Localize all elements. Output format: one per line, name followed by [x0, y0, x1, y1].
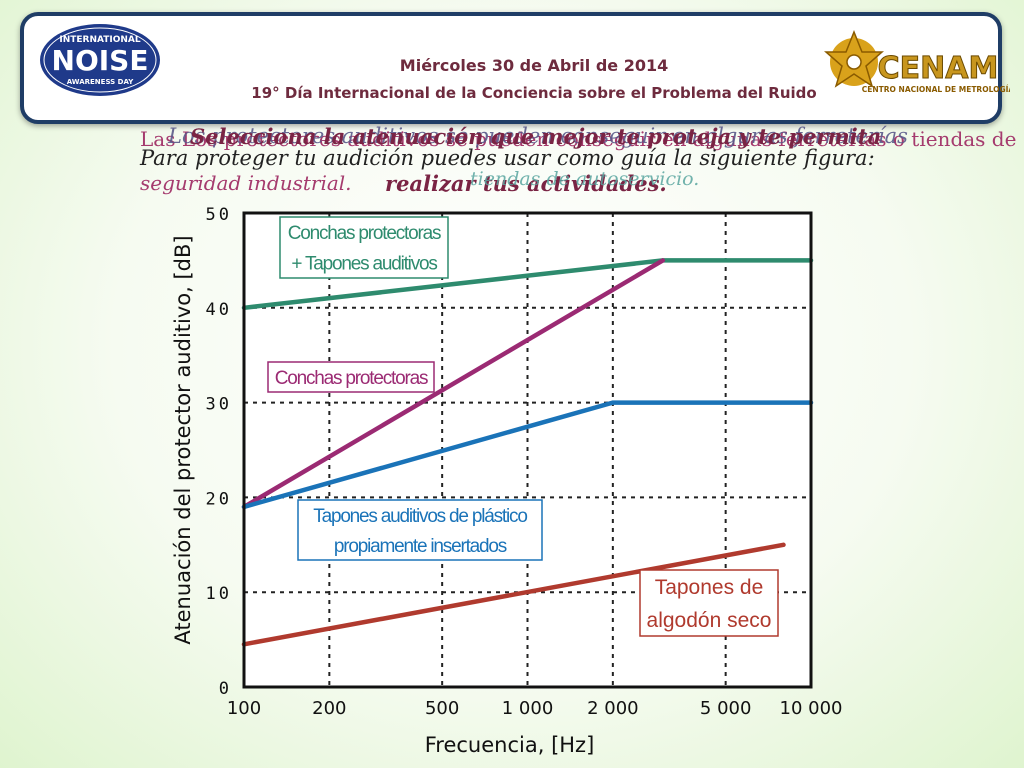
- overlap-text-line-4: Para proteger tu audición puedes usar co…: [140, 146, 875, 170]
- series-line-4: [241, 542, 786, 647]
- plot-frame: [242, 211, 813, 689]
- series-label-2: Conchas protectoras: [267, 361, 435, 393]
- series-label-text: algodón seco: [647, 609, 772, 632]
- cenam-logo: CENAM CENTRO NACIONAL DE METROLOGÍA: [824, 29, 1010, 94]
- overlap-text-line-3: Selecciona la atenuación que mejor te pr…: [190, 124, 882, 149]
- series-label-box: [267, 361, 435, 393]
- y-axis-label: Atenuación del protector auditivo, [dB]: [171, 235, 195, 644]
- x-tick-label: 5 000: [700, 698, 752, 719]
- y-tick-label: 50: [206, 205, 232, 225]
- cenam-subtitle: CENTRO NACIONAL DE METROLOGÍA: [862, 85, 1010, 94]
- header-date: Miércoles 30 de Abril de 2014: [399, 56, 669, 75]
- chart-series: [241, 258, 814, 647]
- y-tick-label: 20: [206, 489, 232, 509]
- logo-line-international: INTERNATIONAL: [59, 35, 141, 45]
- x-tick-label: 2 000: [587, 698, 639, 719]
- chart-tick-labels: 100 200 500 1 000 2 000 5 000 10 000 0 10 20 30 40 5…: [206, 205, 843, 719]
- series-label-text: propiamente insertados: [334, 536, 507, 557]
- chart-series-labels: Conchas protectoras+ Tapones auditivosCo…: [267, 216, 779, 637]
- y-tick-label: 0: [219, 679, 232, 699]
- overlap-text-line-7: tiendas de autoservicio.: [470, 168, 700, 190]
- noise-awareness-day-logo: INTERNATIONAL NOISE AWARENESS DAY: [40, 24, 160, 96]
- series-label-1: Conchas protectoras + Tapones auditivos: [279, 216, 449, 279]
- cenam-name: CENAM: [878, 51, 999, 86]
- series-label-text: + Tapones auditivos: [291, 254, 437, 275]
- series-label-box: [297, 499, 543, 561]
- overlap-text-line-2: Los protectores auditivos se pueden cons…: [168, 124, 908, 148]
- logo-line-awareness: AWARENESS DAY: [67, 78, 135, 86]
- y-tick-label: 30: [206, 395, 232, 415]
- series-label-4: Tapones de algodón seco: [639, 569, 779, 637]
- series-label-text: Tapones de: [655, 576, 764, 599]
- x-tick-label: 1 000: [502, 698, 554, 719]
- x-axis-label: Frecuencia, [Hz]: [425, 733, 595, 757]
- x-tick-label: 500: [425, 698, 459, 719]
- overlap-text-line-5: seguridad industrial.: [140, 171, 352, 195]
- logo-line-noise: NOISE: [52, 44, 149, 77]
- series-line-3: [241, 400, 814, 510]
- x-tick-label: 200: [312, 698, 346, 719]
- x-tick-label: 10 000: [780, 698, 843, 719]
- series-label-text: Conchas protectoras: [288, 223, 441, 244]
- overlap-text-line-1: Las Los protectores auditivos se pueden …: [140, 127, 1017, 151]
- series-label-3: Tapones auditivos de plástico propiamente…: [297, 499, 543, 561]
- y-tick-label: 10: [206, 584, 232, 604]
- series-label-box: [279, 216, 449, 279]
- y-tick-label: 40: [206, 300, 232, 320]
- header-event-title: 19° Día Internacional de la Conciencia s…: [251, 84, 817, 102]
- series-label-text: Conchas protectoras: [275, 368, 428, 389]
- cenam-emblem-icon: [824, 29, 884, 88]
- x-tick-label: 100: [227, 698, 261, 719]
- series-label-text: Tapones auditivos de plástico: [313, 506, 527, 527]
- series-label-box: [639, 569, 779, 637]
- overlap-text-line-6: realizar tus actividades.: [385, 171, 667, 196]
- series-line-2: [241, 258, 666, 510]
